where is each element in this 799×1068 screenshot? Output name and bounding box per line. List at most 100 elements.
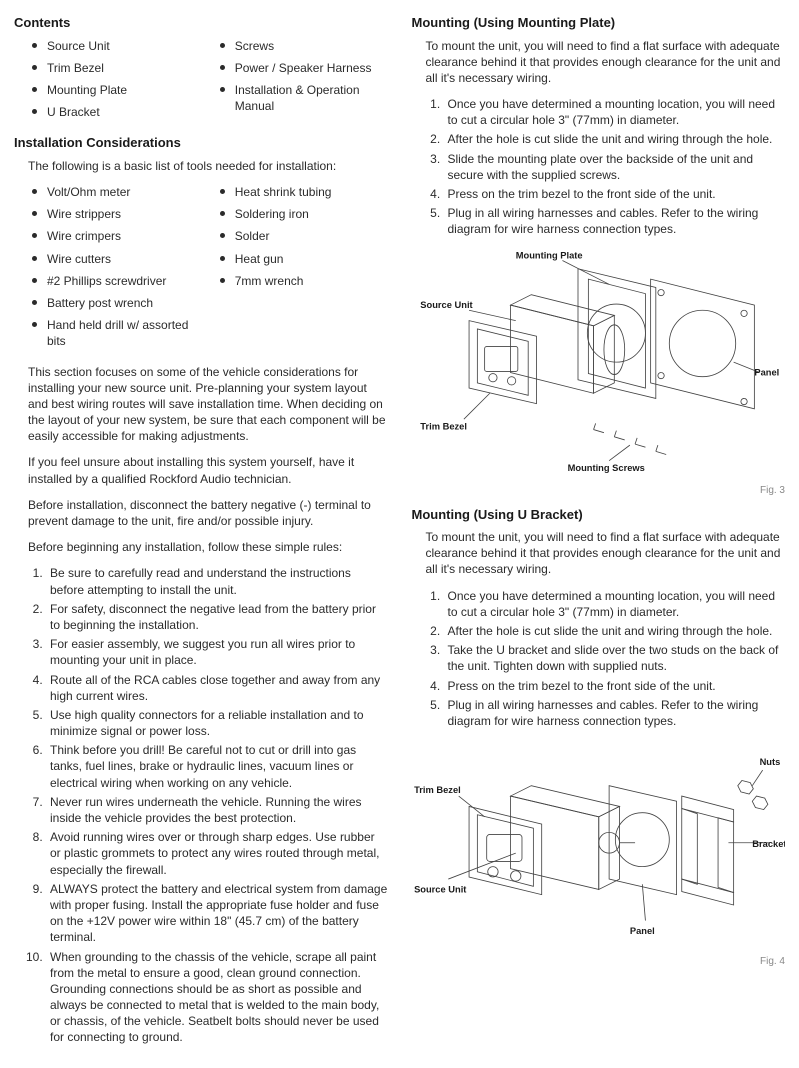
install-para: This section focuses on some of the vehi…	[28, 364, 388, 445]
bullet-icon	[32, 256, 37, 261]
bullet-icon	[32, 87, 37, 92]
bullet-icon	[32, 43, 37, 48]
list-item-label: Heat gun	[235, 251, 284, 267]
bullet-icon	[32, 109, 37, 114]
list-item-label: Power / Speaker Harness	[235, 60, 372, 76]
bullet-icon	[220, 189, 225, 194]
list-item-label: Solder	[235, 228, 270, 244]
bullet-icon	[32, 300, 37, 305]
list-item: Hand held drill w/ assorted bits	[28, 317, 200, 349]
install-para: Before beginning any installation, follo…	[28, 539, 388, 555]
list-item: After the hole is cut slide the unit and…	[444, 131, 786, 147]
bullet-icon	[32, 65, 37, 70]
bullet-icon	[220, 211, 225, 216]
list-item: Wire crimpers	[28, 228, 200, 244]
list-item: U Bracket	[28, 104, 200, 120]
svg-text:Panel: Panel	[629, 926, 654, 936]
list-item: For easier assembly, we suggest you run …	[46, 636, 388, 668]
list-item: Avoid running wires over or through shar…	[46, 829, 388, 878]
heading-u-bracket: Mounting (Using U Bracket)	[412, 506, 786, 524]
svg-text:Nuts: Nuts	[759, 757, 780, 767]
list-item: Plug in all wiring harnesses and cables.…	[444, 697, 786, 729]
mplate-intro: To mount the unit, you will need to find…	[426, 38, 786, 87]
rules-list: Be sure to carefully read and understand…	[28, 565, 388, 1045]
mplate-steps: Once you have determined a mounting loca…	[426, 96, 786, 238]
list-item: Heat shrink tubing	[216, 184, 388, 200]
fig3-caption: Fig. 3	[412, 484, 786, 498]
list-item: Once you have determined a mounting loca…	[444, 588, 786, 620]
list-item: Installation & Operation Manual	[216, 82, 388, 114]
list-item-label: Mounting Plate	[47, 82, 127, 98]
list-item: Power / Speaker Harness	[216, 60, 388, 76]
svg-text:Trim Bezel: Trim Bezel	[420, 421, 467, 431]
tools-list: Volt/Ohm meter Wire strippers Wire crimper…	[28, 184, 388, 356]
svg-text:Bracket: Bracket	[752, 839, 785, 849]
list-item-label: Heat shrink tubing	[235, 184, 332, 200]
tools-intro: The following is a basic list of tools n…	[28, 158, 388, 174]
fig4-caption: Fig. 4	[412, 955, 786, 969]
svg-text:Mounting Screws: Mounting Screws	[567, 463, 644, 473]
list-item: ALWAYS protect the battery and electrica…	[46, 881, 388, 946]
contents-list: Source Unit Trim Bezel Mounting Plate U Bra…	[28, 38, 388, 127]
list-item-label: Source Unit	[47, 38, 110, 54]
bullet-icon	[32, 233, 37, 238]
mounting-plate-diagram: Mounting Plate Source Unit Trim Bezel Mo…	[412, 248, 786, 476]
list-item-label: Wire strippers	[47, 206, 121, 222]
list-item: Press on the trim bezel to the front sid…	[444, 186, 786, 202]
list-item: Slide the mounting plate over the backsi…	[444, 151, 786, 183]
list-item-label: Volt/Ohm meter	[47, 184, 130, 200]
list-item-label: Hand held drill w/ assorted bits	[47, 317, 200, 349]
list-item: Never run wires underneath the vehicle. …	[46, 794, 388, 826]
list-item: Mounting Plate	[28, 82, 200, 98]
right-column: Mounting (Using Mounting Plate) To mount…	[412, 14, 786, 1054]
list-item: Be sure to carefully read and understand…	[46, 565, 388, 597]
heading-install: Installation Considerations	[14, 134, 388, 152]
bullet-icon	[220, 43, 225, 48]
list-item-label: Battery post wrench	[47, 295, 153, 311]
ubracket-intro: To mount the unit, you will need to find…	[426, 529, 786, 578]
list-item-label: Trim Bezel	[47, 60, 104, 76]
list-item: Wire strippers	[28, 206, 200, 222]
bullet-icon	[32, 322, 37, 327]
bullet-icon	[32, 189, 37, 194]
bullet-icon	[220, 278, 225, 283]
list-item-label: U Bracket	[47, 104, 100, 120]
list-item: Take the U bracket and slide over the tw…	[444, 642, 786, 674]
list-item: For safety, disconnect the negative lead…	[46, 601, 388, 633]
list-item: Press on the trim bezel to the front sid…	[444, 678, 786, 694]
list-item-label: Screws	[235, 38, 274, 54]
list-item: Volt/Ohm meter	[28, 184, 200, 200]
list-item: Use high quality connectors for a reliab…	[46, 707, 388, 739]
bullet-icon	[32, 211, 37, 216]
list-item: Screws	[216, 38, 388, 54]
list-item: Source Unit	[28, 38, 200, 54]
bullet-icon	[32, 278, 37, 283]
list-item: After the hole is cut slide the unit and…	[444, 623, 786, 639]
list-item: Battery post wrench	[28, 295, 200, 311]
list-item: Trim Bezel	[28, 60, 200, 76]
figure-3: Mounting Plate Source Unit Trim Bezel Mo…	[412, 248, 786, 480]
list-item-label: Wire cutters	[47, 251, 111, 267]
svg-text:Panel: Panel	[754, 367, 779, 377]
list-item-label: #2 Phillips screwdriver	[47, 273, 166, 289]
list-item: Once you have determined a mounting loca…	[444, 96, 786, 128]
list-item-label: 7mm wrench	[235, 273, 304, 289]
install-para: Before installation, disconnect the batt…	[28, 497, 388, 529]
svg-text:Source Unit: Source Unit	[420, 300, 472, 310]
list-item-label: Installation & Operation Manual	[235, 82, 388, 114]
heading-contents: Contents	[14, 14, 388, 32]
figure-4: Trim Bezel Source Unit Panel Nuts Bracke…	[412, 739, 786, 951]
bullet-icon	[220, 65, 225, 70]
bullet-icon	[220, 87, 225, 92]
svg-text:Mounting Plate: Mounting Plate	[515, 250, 582, 260]
left-column: Contents Source Unit Trim Bezel Mounting P…	[14, 14, 388, 1054]
list-item-label: Soldering iron	[235, 206, 309, 222]
list-item: Route all of the RCA cables close togeth…	[46, 672, 388, 704]
list-item-label: Wire crimpers	[47, 228, 121, 244]
list-item: Wire cutters	[28, 251, 200, 267]
bullet-icon	[220, 233, 225, 238]
u-bracket-diagram: Trim Bezel Source Unit Panel Nuts Bracke…	[412, 739, 786, 947]
list-item: Soldering iron	[216, 206, 388, 222]
install-para: If you feel unsure about installing this…	[28, 454, 388, 486]
list-item: Think before you drill! Be careful not t…	[46, 742, 388, 791]
